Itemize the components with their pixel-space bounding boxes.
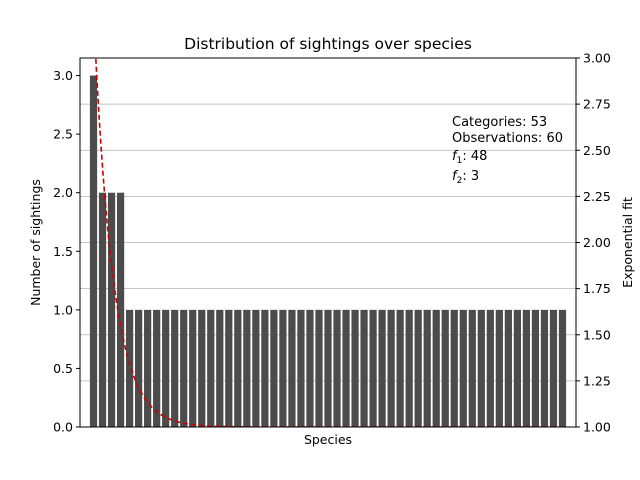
annotation-observations: Observations: 60 (452, 131, 563, 146)
bar-22 (279, 309, 287, 427)
bar-18 (243, 309, 251, 427)
bar-13 (198, 309, 206, 427)
bar-44 (477, 309, 485, 427)
y-tick-label-5: 2.5 (53, 127, 73, 142)
y2-tick-label-6: 2.50 (583, 143, 611, 158)
annotation-box: Categories: 53 Observations: 60 f1: 48 f… (452, 115, 563, 186)
bar-24 (297, 309, 305, 427)
bar-16 (225, 309, 233, 427)
right-y-ticks: 1.00 1.25 1.50 1.75 2.00 2.25 2.50 2.75 3.00 (576, 51, 611, 435)
bar-43 (468, 309, 476, 427)
bar-17 (234, 309, 242, 427)
bar-41 (450, 309, 458, 427)
bar-45 (486, 309, 494, 427)
bar-5 (125, 309, 134, 427)
annotation-categories: Categories: 53 (452, 115, 547, 130)
annotation-f2-value: : 3 (462, 169, 479, 184)
y2-tick-label-0: 1.00 (583, 420, 611, 435)
y-tick-label-4: 2.0 (53, 185, 73, 200)
bar-26 (315, 309, 323, 427)
bar-7 (144, 309, 152, 427)
bar-34 (387, 309, 395, 427)
y-tick-label-3: 1.5 (53, 244, 73, 259)
y2-tick-label-3: 1.75 (583, 281, 611, 296)
annotation-f1-value: : 48 (462, 149, 487, 164)
bar-32 (369, 309, 377, 427)
bar-12 (189, 309, 197, 427)
annotation-f2-subscript: 2 (457, 176, 463, 186)
bar-48 (513, 309, 521, 427)
annotation-f2: f2: 3 (452, 169, 479, 186)
bar-15 (216, 309, 224, 427)
bar-2 (98, 192, 107, 427)
y-tick-label-1: 0.5 (53, 361, 73, 376)
bar-27 (324, 309, 332, 427)
bar-11 (180, 309, 188, 427)
annotation-f1-subscript: 1 (457, 156, 463, 166)
y-axis-title: Number of sightings (28, 179, 43, 306)
bar-8 (153, 309, 161, 427)
bar-37 (414, 309, 422, 427)
bar-25 (306, 309, 314, 427)
bar-1 (89, 75, 98, 428)
chart-title: Distribution of sightings over species (184, 35, 472, 53)
y2-tick-label-5: 2.25 (583, 189, 611, 204)
x-axis-title: Species (304, 432, 352, 447)
left-y-ticks: 0.0 0.5 1.0 1.5 2.0 2.5 3.0 (53, 68, 80, 435)
y-tick-label-6: 3.0 (53, 68, 73, 83)
bar-31 (360, 309, 368, 427)
bar-49 (522, 309, 531, 427)
bar-39 (432, 309, 440, 427)
exponential-fit (94, 58, 563, 427)
bar-36 (405, 309, 413, 427)
fit-line (94, 58, 563, 427)
bar-53 (558, 309, 567, 427)
bar-20 (261, 309, 269, 427)
bar-42 (459, 309, 467, 427)
bar-50 (531, 309, 540, 427)
y2-tick-label-7: 2.75 (583, 97, 611, 112)
bar-19 (252, 309, 260, 427)
bar-35 (396, 309, 404, 427)
y2-tick-label-8: 3.00 (583, 51, 611, 66)
y2-tick-label-1: 1.25 (583, 373, 611, 388)
bar-51 (540, 309, 549, 427)
bar-28 (333, 309, 341, 427)
y2-axis-title: Exponential fit (620, 197, 635, 288)
bar-40 (441, 309, 449, 427)
y-tick-label-2: 1.0 (53, 302, 73, 317)
bar-6 (135, 309, 143, 427)
bar-38 (423, 309, 431, 427)
bar-52 (549, 309, 558, 427)
bar-46 (495, 309, 503, 427)
bar-9 (162, 309, 170, 427)
bar-3 (107, 192, 116, 427)
y-tick-label-0: 0.0 (53, 420, 73, 435)
bar-47 (504, 309, 512, 427)
bar-30 (351, 309, 359, 427)
bar-14 (207, 309, 215, 427)
bar-23 (288, 309, 296, 427)
bars (89, 75, 567, 428)
bar-10 (171, 309, 179, 427)
y2-tick-label-4: 2.00 (583, 235, 611, 250)
bar-29 (342, 309, 350, 427)
annotation-f1: f1: 48 (452, 149, 487, 166)
y2-tick-label-2: 1.50 (583, 327, 611, 342)
annotation-f1-symbol: f (452, 149, 459, 164)
annotation-f2-symbol: f (452, 169, 459, 184)
bar-33 (378, 309, 386, 427)
bar-4 (116, 192, 125, 427)
bar-21 (270, 309, 278, 427)
